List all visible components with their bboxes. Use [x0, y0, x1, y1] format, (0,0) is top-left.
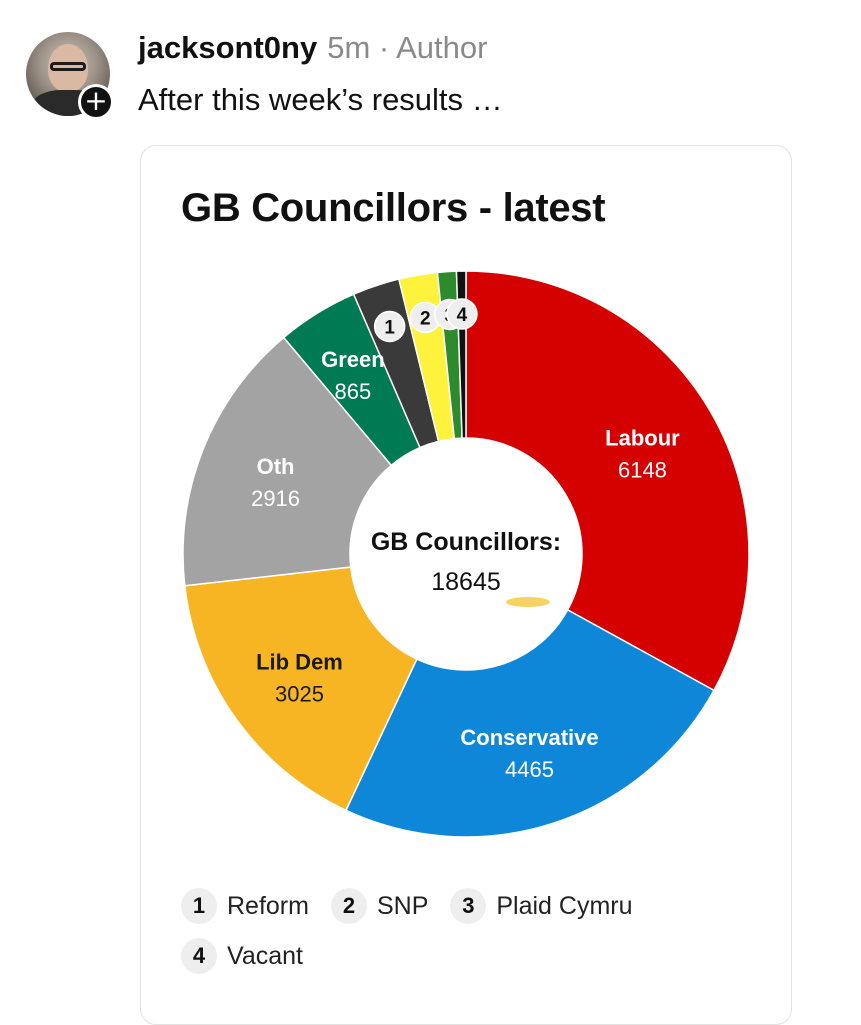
legend-label: Plaid Cymru	[496, 891, 633, 920]
slice-value: 6148	[618, 458, 667, 483]
legend-num: 4	[181, 938, 217, 974]
slice-marker-label: 4	[457, 305, 468, 326]
legend-num: 2	[330, 888, 367, 924]
legend-num: 1	[181, 888, 217, 924]
chart-title: GB Councillors - latest	[181, 186, 606, 230]
legend-row-2: 4 Vacant	[181, 938, 325, 974]
post-time-role: 5m · Author	[327, 30, 488, 65]
post-text: After this week’s results …	[138, 82, 503, 117]
post-meta: jacksont0ny 5m · Author	[138, 28, 487, 68]
legend-label: Reform	[227, 891, 309, 920]
slice-lib-dem	[183, 566, 418, 812]
username[interactable]: jacksont0ny	[138, 30, 318, 65]
slice-marker-label: 2	[420, 308, 431, 329]
highlight-mark	[506, 597, 550, 607]
slice-conservative	[344, 608, 715, 838]
legend-item-plaid-cymru: 3 Plaid Cymru	[450, 888, 633, 924]
center-label: GB Councillors:	[371, 528, 561, 556]
slice-label: Oth	[257, 454, 295, 479]
legend-item-snp: 2 SNP	[330, 888, 429, 924]
slice-marker-label: 1	[384, 317, 395, 338]
slice-value: 3025	[275, 682, 324, 707]
legend-label: SNP	[376, 891, 429, 920]
legend-label: Vacant	[227, 941, 303, 970]
slice-value: 865	[335, 379, 372, 404]
legend-item-vacant: 4 Vacant	[181, 938, 303, 974]
slice-oth	[182, 336, 393, 587]
donut-chart: Labour 6148 Conservative 4465 Lib Dem 3025 Oth…	[182, 270, 750, 838]
plus-icon[interactable]: +	[78, 84, 114, 120]
slice-marker	[373, 310, 406, 343]
center-value: 18645	[431, 568, 501, 596]
chart-card[interactable]: GB Councillors - latest Labour 6148 Conser…	[140, 145, 792, 1025]
slice-label: Labour	[605, 426, 680, 451]
slice-label: Green	[321, 347, 385, 372]
legend-item-reform: 1 Reform	[181, 888, 309, 924]
legend-row-1: 1 Reform 2 SNP 3 Plaid Cymru	[181, 888, 655, 924]
legend-num: 3	[450, 888, 487, 924]
slice-marker	[446, 298, 478, 330]
slice-label: Conservative	[460, 725, 598, 750]
slice-label: Lib Dem	[256, 650, 343, 675]
slice-value: 4465	[505, 757, 554, 782]
avatar-glasses	[50, 62, 86, 71]
slice-labour	[465, 270, 750, 692]
slice-value: 2916	[251, 486, 300, 511]
